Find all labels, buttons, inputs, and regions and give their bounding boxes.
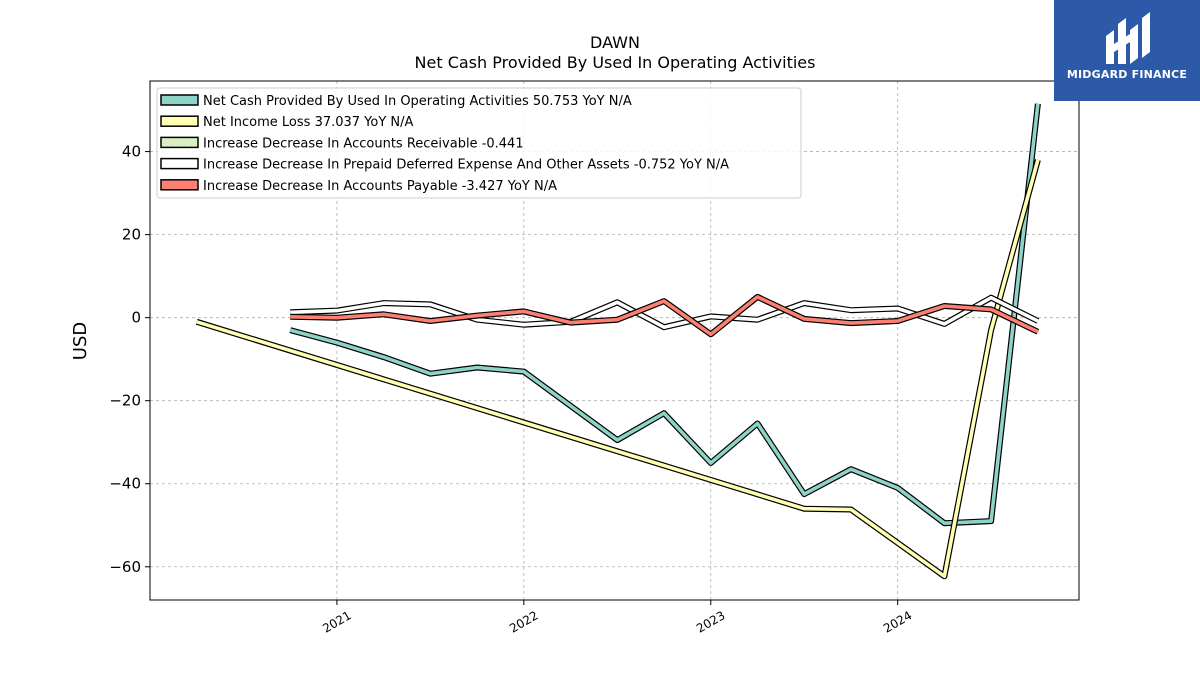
series-stroke	[196, 159, 1040, 579]
y-tick-label: 0	[131, 309, 141, 327]
y-axis-label: USD	[70, 322, 91, 360]
legend-swatch	[160, 115, 199, 127]
legend-box	[156, 87, 802, 199]
series-line-0	[289, 103, 1041, 527]
legend-swatch	[160, 179, 199, 191]
series-lines	[195, 103, 1041, 580]
series-stroke	[290, 295, 1039, 337]
chart-title: DAWN	[590, 33, 640, 52]
series-outline	[195, 159, 1041, 580]
y-tick-label: 20	[122, 226, 141, 244]
series-stroke	[289, 103, 1040, 525]
y-tick-label: −20	[109, 392, 141, 410]
brand-logo: MIDGARD FINANCE	[1054, 0, 1200, 101]
x-tick-label: 2021	[320, 608, 353, 635]
legend-entry: Increase Decrease In Prepaid Deferred Ex…	[203, 158, 729, 173]
legend-swatch	[160, 94, 199, 106]
x-tick-label: 2024	[881, 608, 914, 635]
logo-mark-icon	[1106, 12, 1150, 64]
x-tick-label: 2022	[507, 608, 540, 635]
legend-entry: Net Income Loss 37.037 YoY N/A	[203, 115, 414, 130]
y-tick-label: 40	[122, 143, 141, 161]
plot-frame	[149, 80, 1080, 601]
series-line-1	[195, 159, 1041, 580]
legend: Net Cash Provided By Used In Operating A…	[156, 87, 802, 199]
y-axis-ticks: 40 20 0 −20 −40 −60	[109, 143, 150, 576]
legend-entry: Increase Decrease In Accounts Payable -3…	[203, 179, 557, 194]
x-tick-label: 2023	[694, 608, 727, 635]
chart-subtitle: Net Cash Provided By Used In Operating A…	[415, 53, 816, 72]
x-axis-ticks: 2021 2022 2023 2024	[320, 600, 914, 636]
legend-swatch	[160, 136, 199, 149]
y-tick-label: −60	[109, 558, 141, 576]
y-tick-label: −40	[109, 475, 141, 493]
legend-entry: Increase Decrease In Accounts Receivable…	[203, 136, 524, 151]
legend-entry: Net Cash Provided By Used In Operating A…	[203, 94, 632, 109]
logo-text: MIDGARD FINANCE	[1066, 68, 1188, 81]
legend-swatch	[160, 157, 199, 170]
series-line-4	[290, 293, 1040, 338]
